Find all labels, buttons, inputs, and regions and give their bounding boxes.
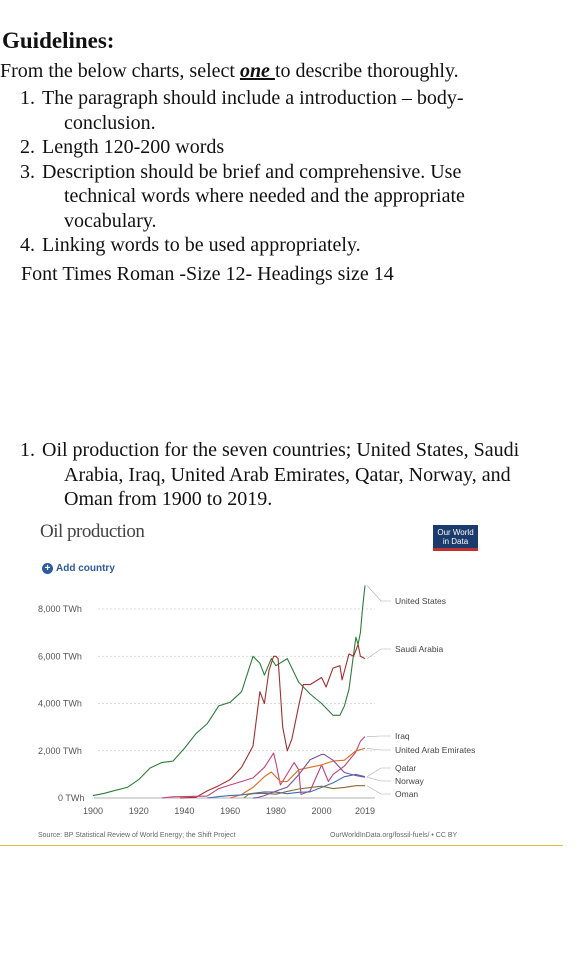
legend-label: Norway bbox=[395, 776, 425, 786]
chart-source: Source: BP Statistical Review of World E… bbox=[38, 832, 236, 839]
guidelines-list: 1. The paragraph should include a introd… bbox=[20, 86, 560, 258]
x-tick-label: 1900 bbox=[83, 806, 103, 816]
x-tick-label: 2019 bbox=[355, 806, 375, 816]
x-tick-label: 1920 bbox=[129, 806, 149, 816]
x-tick-label: 1960 bbox=[220, 806, 240, 816]
x-tick-label: 1980 bbox=[266, 806, 286, 816]
legend-connector bbox=[366, 785, 391, 795]
series-line-saudi-arabia bbox=[179, 643, 366, 799]
legend-connector bbox=[366, 585, 391, 602]
guideline-item: 3. Description should be brief and compr… bbox=[20, 160, 465, 232]
legend-connector bbox=[366, 735, 391, 737]
legend-connector bbox=[366, 748, 391, 751]
plus-icon: + bbox=[42, 563, 53, 574]
series-line-norway bbox=[252, 753, 366, 799]
legend-connector bbox=[366, 767, 391, 777]
guidelines-title: Guidelines: bbox=[2, 28, 115, 53]
font-note: Font Times Roman -Size 12- Headings size… bbox=[21, 263, 394, 285]
series-line-united-arab-emirates bbox=[229, 747, 366, 799]
guideline-item: 1. The paragraph should include a introd… bbox=[20, 87, 464, 134]
chart-title: Oil production bbox=[40, 521, 145, 542]
y-tick-label: 0 TWh bbox=[58, 793, 84, 803]
legend-label: Qatar bbox=[395, 763, 416, 773]
add-country-button[interactable]: + Add country bbox=[42, 563, 115, 574]
legend-label: United Arab Emirates bbox=[395, 745, 475, 755]
legend-label: Saudi Arabia bbox=[395, 644, 443, 654]
task-description: 1. Oil production for the seven countrie… bbox=[20, 439, 520, 510]
legend-connector bbox=[366, 648, 391, 659]
legend-label: Oman bbox=[395, 789, 418, 799]
oil-production-chart: 0 TWh 2,000 TWh 4,000 TWh 6,000 TWh 8,000 TW… bbox=[38, 585, 475, 816]
guidelines-intro: From the below charts, select one to des… bbox=[0, 60, 459, 82]
y-tick-label: 4,000 TWh bbox=[38, 699, 82, 709]
chart-license: OurWorldInData.org/fossil-fuels/ • CC BY bbox=[330, 832, 458, 839]
guideline-item: 2. Length 120-200 words bbox=[20, 136, 225, 158]
chart-divider bbox=[0, 845, 563, 846]
x-tick-label: 1940 bbox=[174, 806, 194, 816]
guideline-item: 4. Linking words to be used appropriatel… bbox=[20, 234, 361, 256]
y-tick-label: 8,000 TWh bbox=[38, 604, 82, 614]
legend-label: Iraq bbox=[395, 731, 410, 741]
series-line-oman bbox=[243, 785, 365, 799]
legend-label: United States bbox=[395, 596, 446, 606]
y-tick-label: 2,000 TWh bbox=[38, 746, 82, 756]
series-line-iraq bbox=[161, 736, 366, 799]
owid-logo[interactable]: Our World in Data bbox=[433, 525, 478, 551]
legend-connector bbox=[366, 776, 391, 782]
y-tick-label: 6,000 TWh bbox=[38, 651, 82, 661]
x-tick-label: 2000 bbox=[312, 806, 332, 816]
series-line-united-states bbox=[92, 585, 366, 797]
series-line-qatar bbox=[207, 773, 366, 799]
